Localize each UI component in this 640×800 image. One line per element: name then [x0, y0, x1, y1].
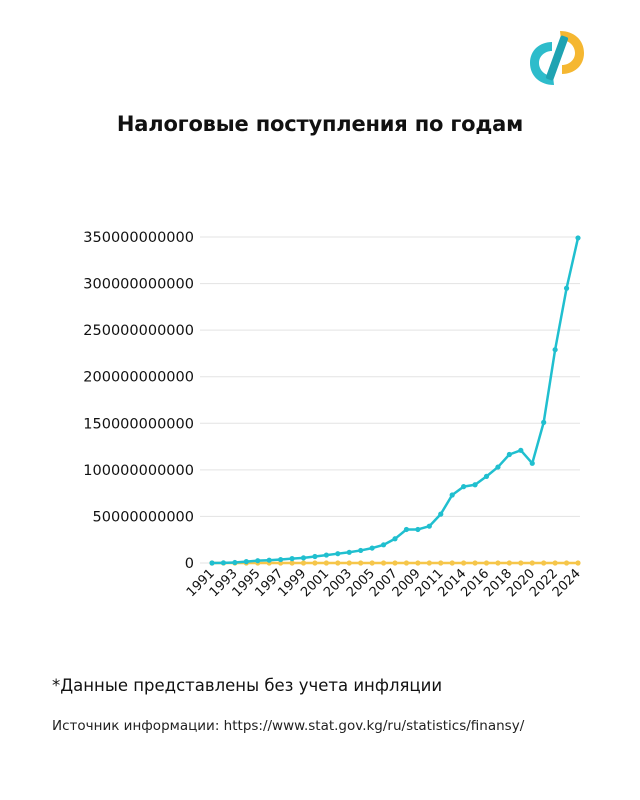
- data-point: [300, 560, 307, 566]
- data-point: [518, 560, 524, 566]
- data-point: [209, 560, 215, 566]
- data-point: [461, 560, 467, 566]
- data-point: [335, 560, 341, 566]
- data-point: [483, 473, 490, 479]
- data-point: [449, 492, 455, 498]
- data-point: [529, 560, 535, 566]
- source-text: Источник информации: https://www.stat.go…: [52, 718, 525, 734]
- data-point: [232, 559, 238, 566]
- data-point: [415, 526, 421, 533]
- data-point: [346, 560, 352, 566]
- data-point: [335, 551, 341, 557]
- data-point: [506, 560, 512, 566]
- data-point: [541, 419, 547, 425]
- data-point: [575, 235, 581, 241]
- data-point: [415, 560, 421, 566]
- data-point: [426, 523, 432, 529]
- y-tick-label: 350000000000: [83, 230, 194, 246]
- data-point: [323, 560, 329, 566]
- data-point: [575, 560, 581, 566]
- data-point: [243, 559, 249, 565]
- logo: [527, 25, 587, 91]
- inflation-note: *Данные представлены без учета инфляции: [52, 676, 443, 695]
- data-point: [323, 552, 329, 558]
- data-point: [506, 451, 512, 458]
- y-tick-label: 0: [185, 556, 194, 572]
- y-tick-label: 250000000000: [83, 323, 194, 339]
- y-tick-label: 100000000000: [83, 463, 194, 479]
- data-point: [289, 556, 295, 562]
- data-point: [438, 560, 444, 566]
- data-point: [358, 560, 364, 566]
- data-point: [552, 560, 558, 566]
- data-point: [369, 545, 375, 551]
- data-point: [346, 549, 352, 555]
- data-point: [312, 553, 318, 560]
- y-tick-label: 200000000000: [83, 370, 194, 386]
- data-point: [495, 464, 501, 470]
- data-point: [529, 460, 535, 466]
- data-point: [472, 560, 478, 566]
- data-point: [392, 536, 398, 542]
- data-point: [518, 447, 524, 453]
- data-point: [392, 560, 398, 566]
- data-point: [563, 285, 570, 291]
- data-point: [495, 560, 501, 566]
- data-point: [483, 560, 490, 566]
- data-point: [312, 560, 318, 566]
- data-point: [552, 347, 558, 353]
- data-point: [438, 511, 444, 517]
- data-point: [255, 558, 261, 564]
- data-point: [449, 560, 455, 566]
- data-point: [289, 560, 295, 566]
- data-point: [563, 560, 570, 566]
- chart-title: Налоговые поступления по годам: [116, 112, 524, 136]
- y-tick-label: 50000000000: [93, 509, 194, 525]
- data-point: [369, 560, 375, 566]
- data-point: [380, 560, 387, 566]
- data-point: [461, 484, 467, 490]
- series-line: [211, 237, 580, 565]
- data-point: [358, 547, 364, 554]
- data-point: [266, 557, 272, 563]
- y-tick-label: 300000000000: [83, 277, 194, 293]
- data-point: [220, 560, 227, 566]
- data-point: [426, 560, 432, 566]
- data-point: [541, 560, 547, 566]
- data-point: [300, 555, 307, 561]
- y-tick-label: 150000000000: [83, 416, 194, 432]
- data-point: [472, 482, 478, 488]
- data-point: [380, 542, 387, 548]
- data-point: [403, 560, 410, 566]
- data-point: [403, 526, 410, 533]
- data-point: [278, 556, 284, 563]
